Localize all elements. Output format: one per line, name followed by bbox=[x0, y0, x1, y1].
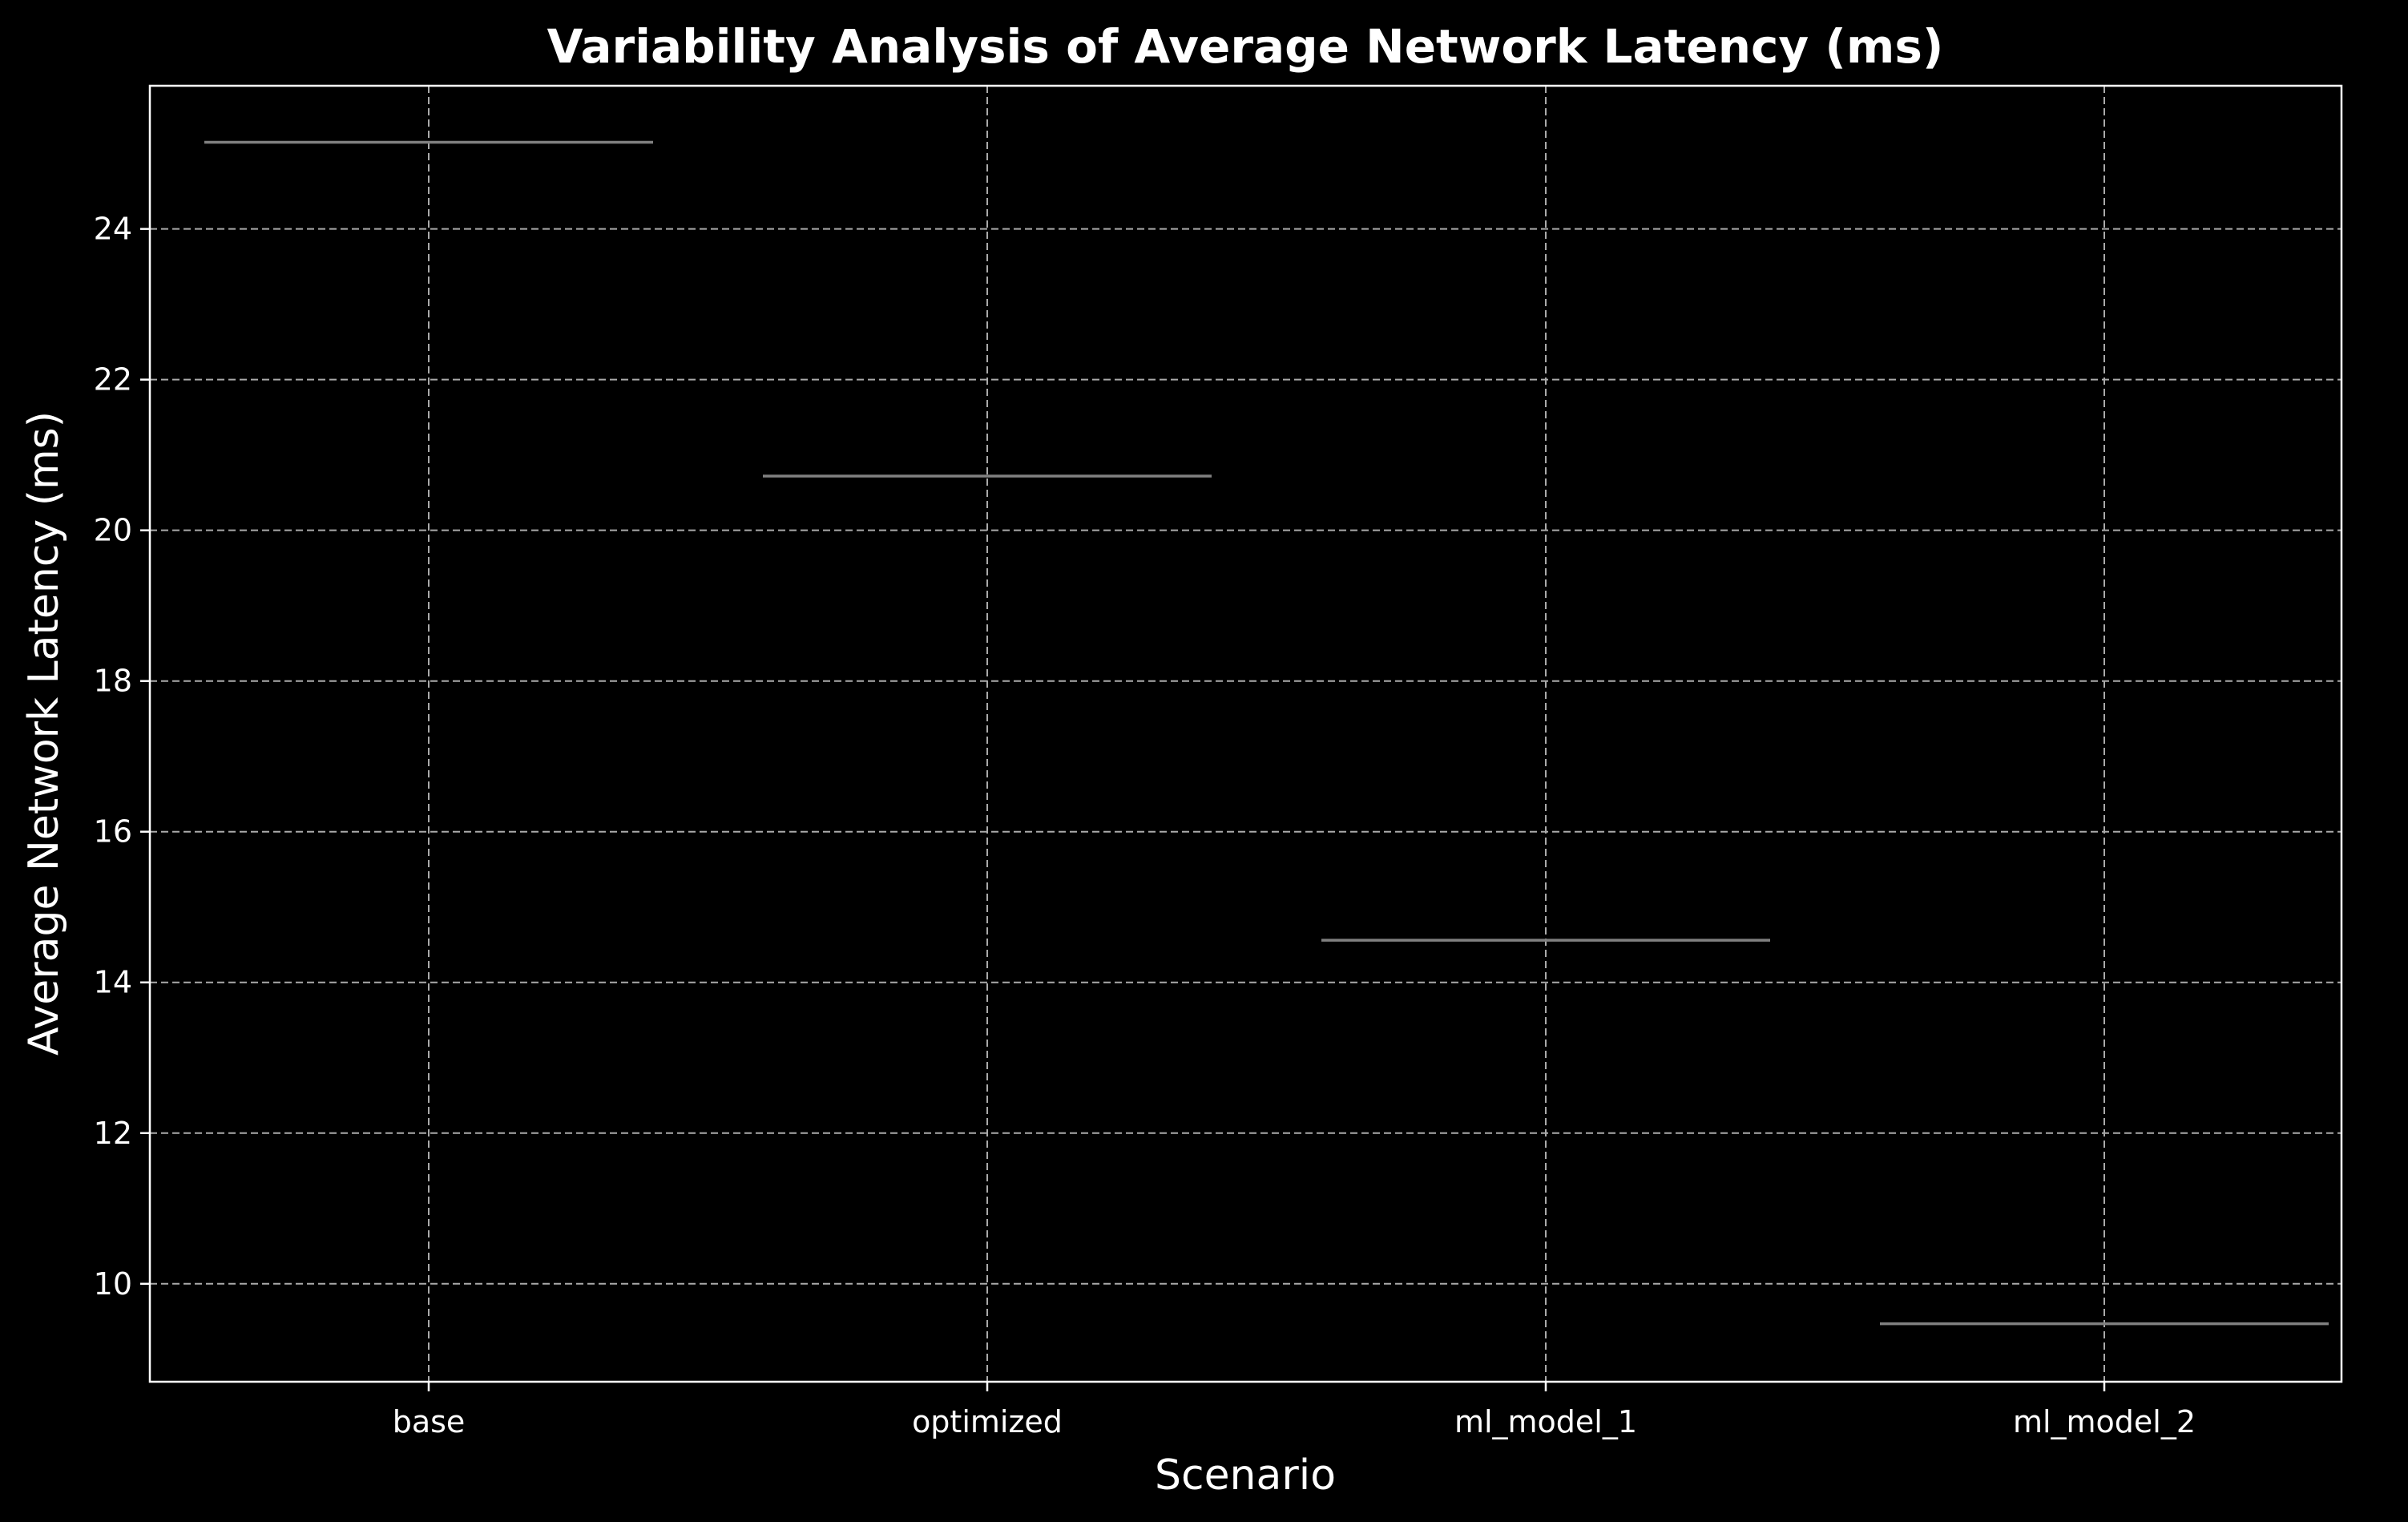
chart-title: Variability Analysis of Average Network … bbox=[547, 19, 1944, 74]
x-tick-label: base bbox=[393, 1404, 466, 1439]
grid-layer bbox=[150, 86, 2341, 1382]
x-tick-label: ml_model_1 bbox=[1454, 1404, 1637, 1439]
marks-layer bbox=[204, 140, 2329, 1326]
y-tick-label: 12 bbox=[94, 1116, 132, 1151]
x-axis-label: Scenario bbox=[1155, 1451, 1336, 1500]
y-tick-label: 22 bbox=[94, 362, 132, 398]
y-tick-label: 14 bbox=[94, 965, 132, 1000]
ticks-layer: 10 12 14 16 18 20 22 24 base optimized ml_model_1 m… bbox=[94, 212, 2196, 1439]
x-tick-label: ml_model_2 bbox=[2013, 1404, 2196, 1439]
y-tick-label: 24 bbox=[94, 212, 132, 247]
y-tick-label: 18 bbox=[94, 664, 132, 699]
y-tick-label: 16 bbox=[94, 814, 132, 850]
y-tick-label: 10 bbox=[94, 1266, 132, 1302]
plot-area-frame bbox=[148, 84, 2343, 1383]
y-axis-label: Average Network Latency (ms) bbox=[20, 411, 68, 1056]
y-tick-label: 20 bbox=[94, 513, 132, 548]
x-tick-label: optimized bbox=[912, 1404, 1063, 1439]
